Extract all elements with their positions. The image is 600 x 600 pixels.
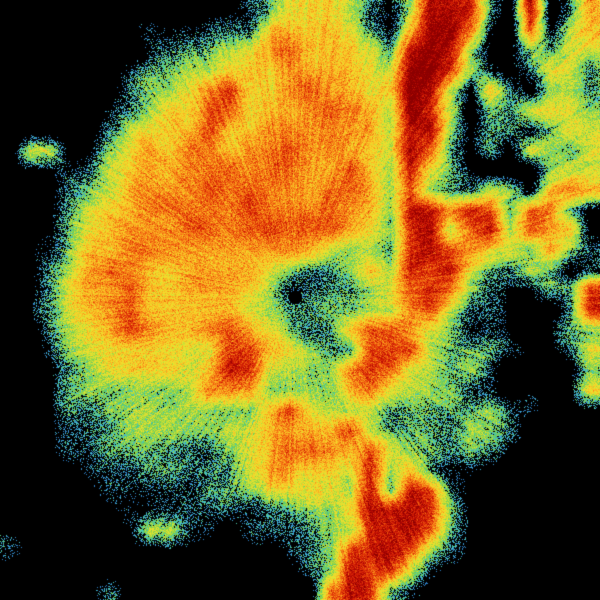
radar-display (0, 0, 600, 600)
weather-radar-reflectivity-image (0, 0, 600, 600)
